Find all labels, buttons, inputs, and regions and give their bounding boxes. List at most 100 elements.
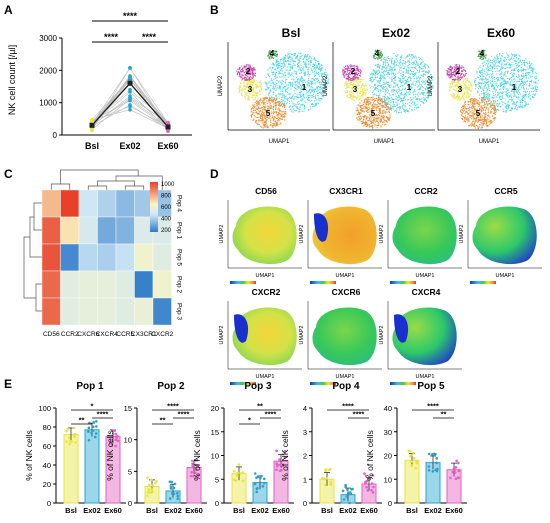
b-cell-dot (471, 105, 473, 107)
b-cell-dot (269, 53, 271, 55)
b-cell-dot (372, 111, 374, 113)
a-mean-marker (165, 124, 171, 130)
b-cell-dot (256, 95, 258, 97)
b-cell-dot (254, 116, 256, 118)
b-cell-dot (491, 104, 493, 106)
b-cell-dot (267, 126, 269, 128)
b-cell-dot (273, 54, 276, 56)
b-cell-dot (460, 110, 462, 112)
b-cell-dot (383, 111, 385, 113)
b-cell-dot (314, 67, 316, 69)
b-cell-dot (485, 103, 487, 105)
b-cell-dot (248, 79, 250, 81)
b-cell-dot (379, 100, 381, 103)
b-cell-dot (274, 100, 277, 102)
b-cell-dot (387, 117, 389, 119)
b-cell-dot (303, 110, 305, 112)
b-cell-dot (352, 92, 354, 94)
b-cell-dot (281, 103, 283, 106)
b-cell-dot (357, 94, 359, 96)
b-cell-dot (399, 88, 401, 90)
b-cell-dot (423, 81, 425, 83)
b-cell-dot (403, 77, 405, 79)
b-cell-dot (278, 87, 281, 89)
b-cell-dot (352, 65, 354, 67)
b-cell-dot (342, 68, 344, 70)
b-cell-dot (297, 62, 299, 64)
b-cell-dot (407, 81, 410, 83)
b-cell-dot (368, 117, 370, 120)
b-cell-dot (354, 76, 356, 78)
b-cell-dot (530, 69, 532, 71)
b-cell-dot (378, 49, 380, 51)
b-cell-dot (295, 56, 297, 58)
b-cell-dot (369, 114, 371, 116)
b-cell-dot (245, 85, 247, 87)
b-cell-dot (388, 84, 390, 86)
b-cell-dot (508, 96, 510, 98)
b-cell-dot (417, 64, 419, 66)
b-cell-dot (374, 84, 376, 87)
b-cell-dot (353, 87, 355, 89)
b-cell-dot (378, 97, 380, 99)
b-cell-dot (398, 97, 400, 99)
b-cell-dot (500, 106, 502, 108)
b-cell-dot (382, 110, 384, 112)
b-cell-dot (394, 77, 397, 79)
b-cell-dot (467, 114, 469, 116)
b-cell-dot (484, 93, 486, 95)
b-cell-dot (467, 103, 469, 106)
b-cell-dot (318, 102, 320, 104)
b-cell-dot (375, 117, 377, 119)
b-cell-dot (428, 86, 430, 88)
b-cell-dot (280, 76, 282, 78)
b-cell-dot (282, 59, 284, 61)
b-cell-dot (269, 55, 271, 58)
b-cell-dot (263, 117, 265, 119)
b-cell-dot (261, 89, 263, 91)
b-cell-dot (315, 103, 318, 106)
b-cell-dot (302, 58, 304, 60)
b-cell-dot (248, 73, 250, 75)
b-cell-dot (291, 58, 293, 60)
b-cell-dot (526, 72, 528, 74)
b-cell-dot (376, 109, 378, 111)
b-cell-dot (319, 68, 321, 70)
b-cell-dot (387, 72, 389, 74)
b-cell-dot (254, 81, 256, 83)
b-cell-dot (359, 73, 361, 75)
b-cell-dot (520, 93, 522, 95)
b-cell-dot (472, 112, 474, 114)
b-cell-dot (414, 73, 416, 75)
b-cell-dot (298, 103, 300, 105)
b-cell-dot (424, 99, 426, 101)
b-cell-dot (272, 126, 274, 128)
b-cell-dot (417, 85, 420, 87)
b-cell-dot (393, 52, 395, 55)
b-cell-dot (359, 90, 361, 92)
b-cell-dot (369, 80, 371, 82)
b-cell-dot (477, 91, 479, 93)
b-cell-dot (283, 104, 285, 106)
b-cell-dot (298, 52, 300, 54)
b-cell-dot (484, 85, 486, 87)
b-cell-dot (375, 87, 377, 89)
b-cell-dot (367, 109, 369, 111)
b-cell-dot (283, 87, 285, 89)
b-cell-dot (430, 82, 432, 84)
b-cell-dot (395, 73, 397, 75)
b-cell-dot (530, 76, 532, 78)
b-cell-dot (513, 75, 515, 78)
b-cell-dot (285, 112, 287, 114)
b-cell-dot (377, 116, 379, 118)
b-cell-dot (277, 124, 279, 126)
b-cell-dot (522, 83, 524, 85)
b-cell-dot (357, 110, 359, 112)
b-cell-dot (296, 107, 298, 109)
b-cell-dot (522, 69, 524, 71)
b-cell-dot (418, 66, 420, 69)
b-cell-dot (478, 124, 480, 126)
b-cell-dot (281, 96, 283, 98)
b-cell-dot (402, 81, 404, 83)
b-cell-dot (306, 80, 308, 82)
